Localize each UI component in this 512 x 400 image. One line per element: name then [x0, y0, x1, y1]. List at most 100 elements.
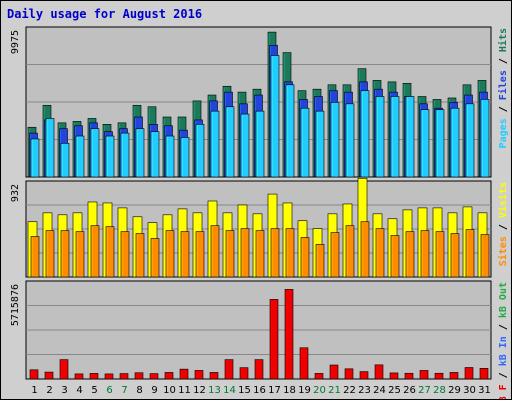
- bar-kbytes-20: [314, 373, 324, 380]
- bar-pages-6: [105, 135, 115, 178]
- legend-requests: Pages / Files / Hits: [497, 28, 509, 148]
- bar-kbytes-24: [374, 364, 384, 380]
- bar-sites-24: [375, 228, 385, 278]
- ymax-label-requests: 9975: [10, 30, 21, 54]
- day-label-3: 3: [61, 385, 67, 396]
- bar-pages-24: [375, 96, 385, 178]
- bar-kbytes-5: [89, 373, 99, 380]
- bar-kbytes-13: [209, 372, 219, 380]
- bar-sites-16: [255, 230, 265, 278]
- bar-sites-23: [360, 221, 370, 278]
- bar-pages-29: [450, 107, 460, 178]
- bar-pages-4: [75, 135, 85, 178]
- bar-pages-28: [435, 109, 445, 178]
- day-label-30: 30: [463, 385, 476, 396]
- chart-title: Daily usage for August 2016: [7, 7, 203, 21]
- legend-visits: Sites / Visits: [497, 182, 509, 266]
- bar-sites-18: [285, 228, 295, 278]
- bar-kbytes-9: [149, 373, 159, 380]
- bar-kbytes-31: [479, 368, 489, 380]
- day-label-8: 8: [136, 385, 142, 396]
- bar-pages-2: [45, 118, 55, 178]
- legend-kbytes-1: /: [498, 366, 509, 384]
- day-label-26: 26: [403, 385, 416, 396]
- bar-sites-13: [210, 225, 220, 278]
- bar-pages-13: [210, 110, 220, 178]
- day-label-17: 17: [268, 385, 281, 396]
- bar-kbytes-21: [329, 364, 339, 380]
- legend-kbytes-3: /: [498, 318, 509, 336]
- bar-sites-26: [405, 231, 415, 278]
- bar-kbytes-18: [284, 289, 294, 380]
- day-label-2: 2: [46, 385, 52, 396]
- bar-pages-1: [30, 138, 40, 178]
- bar-sites-25: [390, 235, 400, 278]
- day-label-7: 7: [121, 385, 127, 396]
- day-label-14: 14: [223, 385, 236, 396]
- bar-sites-8: [135, 233, 145, 278]
- bar-sites-11: [180, 231, 190, 278]
- bar-sites-5: [90, 225, 100, 278]
- legend-kbytes: kB F / kB In / kB Out: [498, 282, 509, 399]
- bar-pages-26: [405, 96, 415, 178]
- bar-sites-2: [45, 230, 55, 278]
- bar-sites-10: [165, 230, 175, 278]
- day-label-29: 29: [448, 385, 461, 396]
- bar-sites-30: [465, 229, 475, 278]
- legend-kbytes-4: kB Out: [498, 282, 509, 318]
- day-label-4: 4: [76, 385, 82, 396]
- bar-pages-22: [345, 103, 355, 178]
- bar-pages-19: [300, 107, 310, 178]
- bar-sites-22: [345, 225, 355, 278]
- legend-kbytes-2: kB In: [498, 336, 509, 366]
- day-label-28: 28: [433, 385, 446, 396]
- bar-pages-7: [120, 132, 130, 178]
- legend-requests-3: /: [498, 52, 509, 70]
- bar-sites-3: [60, 230, 70, 278]
- bar-pages-23: [360, 90, 370, 178]
- bar-kbytes-14: [224, 359, 234, 380]
- bar-kbytes-4: [74, 373, 84, 380]
- bar-pages-21: [330, 102, 340, 178]
- day-label-18: 18: [283, 385, 296, 396]
- bar-kbytes-12: [194, 370, 204, 380]
- bar-kbytes-16: [254, 359, 264, 380]
- bar-sites-27: [420, 230, 430, 278]
- bar-kbytes-27: [419, 370, 429, 380]
- bar-pages-25: [390, 96, 400, 178]
- legend-requests-4: Hits: [497, 28, 509, 52]
- legend-requests-0: Pages: [498, 118, 509, 148]
- bar-pages-14: [225, 106, 235, 178]
- day-label-22: 22: [343, 385, 356, 396]
- bar-pages-30: [465, 103, 475, 178]
- bar-kbytes-10: [164, 372, 174, 380]
- bar-kbytes-11: [179, 368, 189, 380]
- bar-kbytes-19: [299, 347, 309, 380]
- bar-kbytes-22: [344, 368, 354, 380]
- bar-sites-4: [75, 231, 85, 278]
- bar-pages-5: [90, 128, 100, 178]
- bar-pages-17: [270, 55, 280, 178]
- day-label-25: 25: [388, 385, 401, 396]
- bar-sites-1: [30, 236, 40, 278]
- bar-sites-21: [330, 232, 340, 278]
- bar-kbytes-6: [104, 373, 114, 380]
- bar-sites-29: [450, 233, 460, 278]
- bar-sites-9: [150, 238, 160, 278]
- bar-pages-18: [285, 84, 295, 178]
- bar-sites-20: [315, 244, 325, 278]
- bar-sites-6: [105, 226, 115, 278]
- bar-kbytes-23: [359, 371, 369, 380]
- bar-pages-9: [150, 131, 160, 178]
- bar-sites-31: [480, 234, 490, 278]
- day-label-20: 20: [313, 385, 326, 396]
- bar-pages-27: [420, 109, 430, 178]
- bar-sites-19: [300, 237, 310, 278]
- ymax-label-kbytes: 5715876: [10, 284, 21, 326]
- day-label-9: 9: [151, 385, 157, 396]
- day-label-12: 12: [193, 385, 206, 396]
- bar-kbytes-2: [44, 371, 54, 380]
- ymax-label-visits: 932: [10, 184, 21, 202]
